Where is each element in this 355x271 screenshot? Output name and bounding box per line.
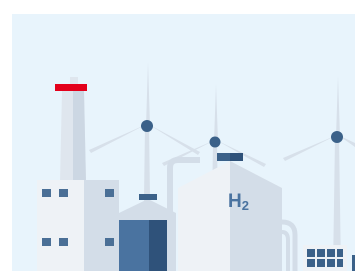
factory-building [37,180,119,271]
h2-label-sub: 2 [242,198,249,213]
h2-label-main: H [228,191,242,212]
page: {"label": {"main": "H", "sub": "2"}} [0,0,355,271]
illustration: H2 [0,0,355,271]
